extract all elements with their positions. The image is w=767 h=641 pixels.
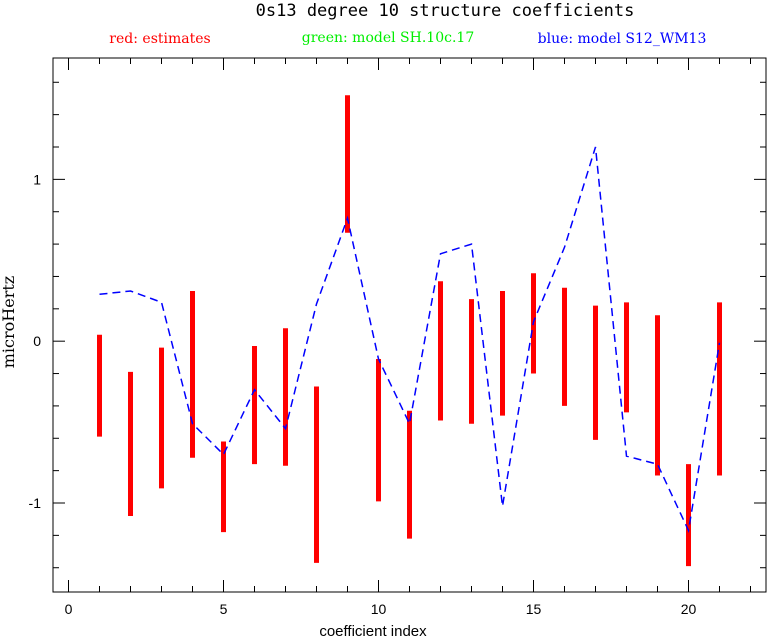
data-marks (97, 95, 722, 567)
legend-entry-model-s12: blue: model S12_WM13 (538, 31, 707, 47)
tick-labels: 0 5 10 15 20 -1 0 1 (29, 171, 697, 617)
x-tick-label: 15 (526, 601, 542, 617)
x-tick-label: 0 (65, 601, 73, 617)
x-tick-label: 10 (371, 601, 387, 617)
x-axis-label: coefficient index (319, 623, 427, 640)
y-tick-label: 1 (33, 171, 41, 187)
y-axis-label: microHertz (0, 276, 18, 368)
y-tick-label: -1 (29, 495, 42, 511)
legend-entry-estimates: red: estimates (109, 31, 210, 47)
legend-entry-model-sh: green: model SH.10c.17 (302, 30, 474, 46)
y-tick-label: 0 (33, 333, 41, 349)
x-tick-label: 5 (220, 601, 228, 617)
axis-ticks (53, 58, 766, 592)
x-tick-label: 20 (681, 601, 697, 617)
chart-title: 0s13 degree 10 structure coefficients (256, 1, 635, 21)
legend: red: estimates green: model SH.10c.17 bl… (109, 30, 706, 47)
model-s12-wm13-line (99, 146, 721, 534)
